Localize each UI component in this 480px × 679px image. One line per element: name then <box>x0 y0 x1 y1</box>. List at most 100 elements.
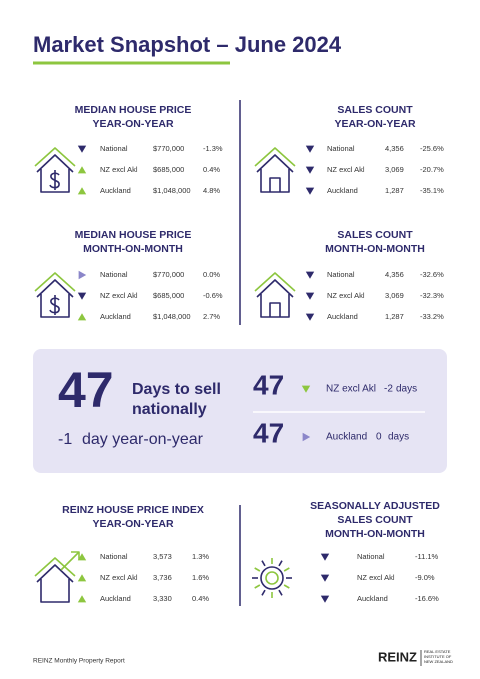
row-label: Auckland <box>100 312 131 321</box>
trend-arrow <box>78 270 87 280</box>
trend-arrow <box>320 553 330 561</box>
region-label: Auckland <box>326 432 367 443</box>
trend-arrow <box>305 187 315 195</box>
panel-title: MEDIAN HOUSE PRICE <box>75 229 192 241</box>
trend-arrow <box>77 187 87 195</box>
trend-arrow <box>305 271 315 279</box>
row-label: Auckland <box>100 186 131 195</box>
panel-title: SALES COUNT <box>337 104 413 116</box>
title: Market Snapshot – June 2024 <box>33 32 342 57</box>
region-change: -2 <box>384 384 393 395</box>
icon-arrow <box>60 551 80 571</box>
trend-arrow <box>305 166 315 174</box>
icon-roof <box>34 557 76 577</box>
icon-house <box>260 294 290 318</box>
trend-arrow <box>302 432 311 442</box>
row-label: NZ excl Akl <box>327 291 365 300</box>
row-value: 3,069 <box>385 165 404 174</box>
row-label: NZ excl Akl <box>357 573 395 582</box>
row-change: -11.1% <box>415 552 439 561</box>
row-label: NZ excl Akl <box>327 165 365 174</box>
icon-arrow-head <box>71 551 80 560</box>
trend-arrow <box>305 313 315 321</box>
days-value: 47 <box>58 362 114 418</box>
row-change: -32.6% <box>420 270 444 279</box>
row-change: -9.0% <box>415 573 435 582</box>
icon-dollar <box>49 295 60 315</box>
row-label: Auckland <box>327 312 358 321</box>
icon-sun-ray <box>261 589 266 596</box>
panel-title: SEASONALLY ADJUSTED <box>310 500 440 512</box>
trend-arrow <box>77 166 87 174</box>
trend-arrow <box>301 385 311 393</box>
row-change: -0.6% <box>203 291 223 300</box>
icon-door <box>269 177 281 192</box>
trend-arrow <box>320 574 330 582</box>
trend-arrow <box>77 313 87 321</box>
row-value: 4,356 <box>385 144 404 153</box>
row-value: 4,356 <box>385 270 404 279</box>
footer-logo: REINZ <box>378 649 417 664</box>
icon-sun-ray <box>283 584 290 589</box>
trend-arrow <box>305 145 315 153</box>
icon-house <box>40 294 70 318</box>
region-unit: days <box>388 432 409 443</box>
panel-title: YEAR-ON-YEAR <box>92 118 174 130</box>
icon-door <box>269 302 281 317</box>
icon-sun-ray <box>254 584 261 589</box>
row-value: 3,573 <box>153 552 172 561</box>
icon-house <box>36 279 74 298</box>
row-value: 3,736 <box>153 573 172 582</box>
row-label: NZ excl Akl <box>100 165 138 174</box>
row-label: Auckland <box>100 594 131 603</box>
row-label: National <box>100 552 128 561</box>
icon-house <box>40 169 70 193</box>
row-label: NZ excl Akl <box>100 291 138 300</box>
row-value: 3,330 <box>153 594 172 603</box>
trend-arrow <box>77 574 87 582</box>
row-label: National <box>100 144 128 153</box>
row-change: -32.3% <box>420 291 444 300</box>
row-change: 0.4% <box>203 165 220 174</box>
icon-sun-ray <box>261 560 266 567</box>
panel-title: YEAR-ON-YEAR <box>334 118 416 130</box>
panel-title: MEDIAN HOUSE PRICE <box>75 104 192 116</box>
days-box <box>33 349 447 473</box>
days-label: Days to sell <box>132 381 221 398</box>
icon-roof <box>34 272 76 292</box>
region-label: NZ excl Akl <box>326 384 376 395</box>
icon-house <box>36 564 74 583</box>
icon-sun-ray <box>278 589 283 596</box>
icon-roof <box>254 147 296 167</box>
icon-house <box>260 169 290 193</box>
row-value: $1,048,000 <box>153 312 191 321</box>
panel-title: YEAR-ON-YEAR <box>92 518 174 530</box>
days-change-text: day year-on-year <box>82 431 204 448</box>
row-change: -33.2% <box>420 312 444 321</box>
row-label: National <box>327 144 355 153</box>
icon-roof <box>254 272 296 292</box>
row-change: 1.6% <box>192 573 209 582</box>
row-change: -20.7% <box>420 165 444 174</box>
trend-arrow <box>77 553 87 561</box>
row-change: 2.7% <box>203 312 220 321</box>
footer-report: REINZ Monthly Property Report <box>33 658 125 665</box>
region-days-value: 47 <box>253 369 284 400</box>
row-value: $685,000 <box>153 165 184 174</box>
icon-sun-ray <box>278 560 283 567</box>
row-value: 3,069 <box>385 291 404 300</box>
panel-title: MONTH-ON-MONTH <box>325 243 425 255</box>
icon-house <box>40 579 70 603</box>
row-label: NZ excl Akl <box>100 573 138 582</box>
panel-title: REINZ HOUSE PRICE INDEX <box>62 504 204 516</box>
panel-title: MONTH-ON-MONTH <box>325 528 425 540</box>
footer-logo-sub: REAL ESTATE <box>424 649 451 654</box>
icon-house <box>256 154 294 173</box>
row-change: -25.6% <box>420 144 444 153</box>
region-change: 0 <box>376 432 382 443</box>
icons <box>34 147 296 603</box>
row-value: $1,048,000 <box>153 186 191 195</box>
trend-arrow <box>77 292 87 300</box>
days-label: nationally <box>132 401 207 418</box>
days-change: -1 <box>58 431 72 448</box>
